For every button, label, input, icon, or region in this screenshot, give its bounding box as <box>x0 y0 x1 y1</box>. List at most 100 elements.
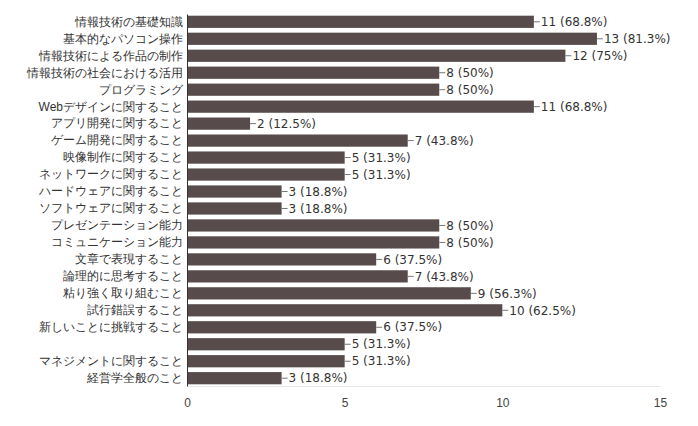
label-leader <box>439 225 445 226</box>
label-leader <box>282 208 288 209</box>
data-label: 6 (37.5%) <box>383 320 442 334</box>
data-label: 3 (18.8%) <box>289 371 348 385</box>
bar <box>187 372 282 384</box>
bar <box>187 355 345 367</box>
y-tick: Webデザインに関すること <box>39 100 187 114</box>
y-tick: 粘り強く取り組むこと <box>63 286 187 300</box>
y-tick-label: 情報技術の社会における活用 <box>26 66 183 80</box>
data-label: 11 (68.8%) <box>541 15 608 29</box>
data-label: 8 (50%) <box>446 236 493 250</box>
bar <box>187 236 439 248</box>
y-tick-label: 基本的なパソコン操作 <box>63 32 183 46</box>
data-label: 12 (75%) <box>572 49 627 63</box>
label-leader <box>439 72 445 73</box>
label-leader <box>282 378 288 379</box>
y-tick-label: 論理的に思考すること <box>63 269 183 283</box>
y-tick-label: Webデザインに関すること <box>39 100 183 114</box>
y-tick: 文章で表現すること <box>75 252 187 266</box>
x-axis: 0 5 10 15 <box>184 386 667 410</box>
y-tick: 映像制作に関すること <box>63 150 187 164</box>
y-tick: ゲーム開発に関すること <box>51 133 187 147</box>
label-leader <box>345 361 351 362</box>
y-tick: アプリ開発に関すること <box>51 116 187 130</box>
y-tick-label: 文章で表現すること <box>75 252 183 266</box>
bar <box>187 253 376 265</box>
data-label: 5 (31.3%) <box>352 337 411 351</box>
y-tick-label: ソフトウェアに関すること <box>39 201 183 215</box>
data-label: 11 (68.8%) <box>541 100 608 114</box>
y-tick: 情報技術の社会における活用 <box>26 66 187 80</box>
label-leader <box>376 259 382 260</box>
y-tick-label: 情報技術の基礎知識 <box>74 15 183 29</box>
y-axis: 情報技術の基礎知識基本的なパソコン操作情報技術による作品の制作情報技術の社会にお… <box>26 15 188 387</box>
bar <box>187 50 565 62</box>
bar <box>187 16 534 28</box>
bar <box>187 219 439 231</box>
bar <box>187 134 408 146</box>
y-tick: 情報技術による作品の制作 <box>38 49 187 63</box>
y-tick-label: プログラミング <box>99 83 184 97</box>
bar <box>187 67 439 79</box>
bar <box>187 202 282 214</box>
data-label: 9 (56.3%) <box>478 287 537 301</box>
y-tick-label: 映像制作に関すること <box>63 150 183 164</box>
y-tick: 基本的なパソコン操作 <box>63 32 187 46</box>
label-leader <box>439 89 445 90</box>
y-tick: 新しいことに挑戦すること <box>39 320 187 334</box>
y-tick-label: コミュニケーション能力 <box>51 235 183 249</box>
y-tick: ソフトウェアに関すること <box>39 201 187 215</box>
x-tick: 10 <box>496 386 510 410</box>
label-leader <box>345 157 351 158</box>
data-label: 8 (50%) <box>446 83 493 97</box>
data-label: 8 (50%) <box>446 66 493 80</box>
y-tick-label: 経営学全般のこと <box>86 371 183 385</box>
x-tick: 15 <box>654 386 668 410</box>
x-tick: 5 <box>342 386 349 410</box>
data-label: 8 (50%) <box>446 219 493 233</box>
bar <box>187 84 439 96</box>
bar <box>187 101 534 113</box>
bar <box>187 304 502 316</box>
bar <box>187 151 345 163</box>
y-tick: プログラミング <box>99 83 187 97</box>
x-tick-label: 0 <box>184 396 191 410</box>
data-label: 10 (62.5%) <box>509 304 576 318</box>
bar <box>187 185 282 197</box>
bar <box>187 287 471 299</box>
y-tick-label: アプリ開発に関すること <box>51 116 183 130</box>
bar <box>187 168 345 180</box>
chart: 051015情報技術の基礎知識基本的なパソコン操作情報技術による作品の制作情報技… <box>0 0 698 426</box>
label-leader <box>250 123 256 124</box>
data-label: 5 (31.3%) <box>352 151 411 165</box>
data-label: 7 (43.8%) <box>415 270 474 284</box>
label-leader <box>282 191 288 192</box>
y-tick: 経営学全般のこと <box>86 371 187 385</box>
label-leader <box>597 38 603 39</box>
plot: 051015情報技術の基礎知識基本的なパソコン操作情報技術による作品の制作情報技… <box>26 15 671 410</box>
x-tick-label: 5 <box>342 396 349 410</box>
y-tick: ネットワークに関すること <box>39 167 187 181</box>
x-tick-label: 10 <box>496 396 510 410</box>
y-tick-label: プレゼンテーション能力 <box>51 218 183 232</box>
label-leader <box>376 327 382 328</box>
y-tick: ハードウェアに関すること <box>38 184 187 198</box>
data-label: 7 (43.8%) <box>415 134 474 148</box>
y-tick-label: 新しいことに挑戦すること <box>39 320 183 334</box>
y-tick-label: マネジメントに関すること <box>39 354 183 368</box>
y-tick: コミュニケーション能力 <box>51 235 187 249</box>
label-leader <box>345 174 351 175</box>
label-leader <box>471 293 477 294</box>
bar <box>187 118 250 130</box>
y-tick: プレゼンテーション能力 <box>51 218 187 232</box>
label-leader <box>565 55 571 56</box>
bars <box>187 16 597 385</box>
label-leader <box>534 21 540 22</box>
x-tick-label: 15 <box>654 396 668 410</box>
y-tick: 情報技術の基礎知識 <box>74 15 187 29</box>
y-axis-line <box>187 15 188 387</box>
data-label: 5 (31.3%) <box>352 168 411 182</box>
y-tick-label: 情報技術による作品の制作 <box>38 49 183 63</box>
data-label: 3 (18.8%) <box>289 185 348 199</box>
label-leader <box>439 242 445 243</box>
data-labels: 11 (68.8%)13 (81.3%)12 (75%)8 (50%)8 (50… <box>250 15 670 385</box>
